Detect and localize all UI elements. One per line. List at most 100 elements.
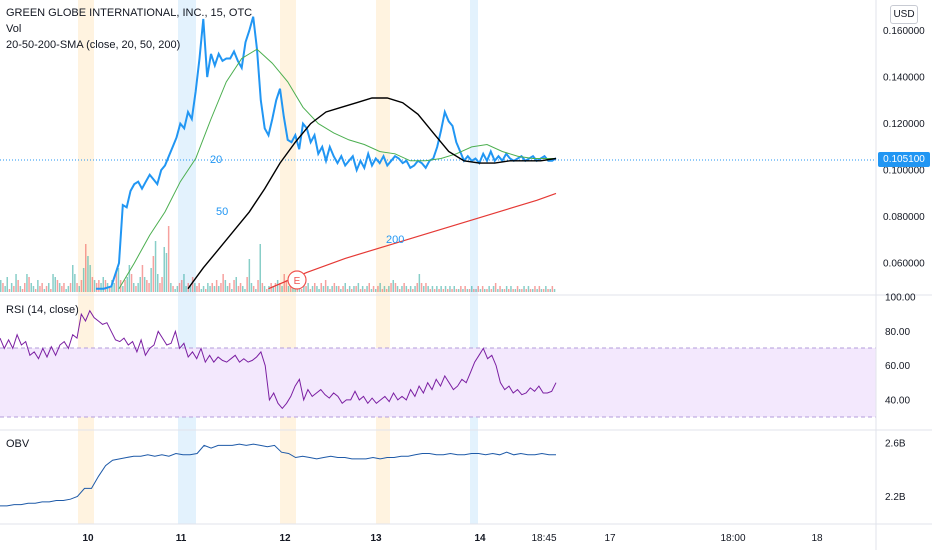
volume-bar — [453, 286, 455, 292]
volume-bar — [139, 277, 141, 292]
volume-bar — [473, 289, 475, 292]
volume-bar — [285, 280, 288, 292]
volume-bar — [113, 283, 115, 292]
volume-bar — [364, 289, 366, 292]
price-axis-tick: 0.140000 — [883, 73, 925, 84]
volume-bar — [416, 283, 418, 292]
volume-bar — [235, 277, 237, 292]
volume-bar — [255, 289, 257, 292]
volume-bar — [414, 286, 416, 292]
sma-legend[interactable]: 20-50-200-SMA (close, 20, 50, 200) — [6, 39, 181, 51]
volume-bar — [37, 280, 39, 292]
time-axis-tick: 11 — [176, 533, 187, 544]
volume-bar — [257, 280, 259, 292]
volume-bar — [61, 286, 63, 292]
volume-bar — [176, 286, 179, 292]
volume-bar — [342, 286, 344, 292]
session-highlight — [376, 0, 390, 524]
session-highlights — [78, 0, 478, 524]
earnings-marker[interactable]: E — [287, 270, 307, 290]
volume-bar — [375, 289, 377, 292]
volume-bar — [396, 286, 399, 292]
volume-bar — [433, 289, 436, 292]
volume-bar — [440, 286, 442, 292]
volume-bar — [266, 289, 268, 292]
volume-bar — [198, 283, 200, 292]
volume-bar — [91, 277, 94, 292]
volume-bar — [126, 277, 128, 292]
volume-bar — [261, 283, 264, 292]
volume-bar — [521, 289, 523, 292]
volume-bar — [191, 277, 194, 292]
sma20-label: 20 — [210, 154, 222, 166]
session-highlight — [470, 0, 478, 524]
volume-bar — [366, 286, 368, 292]
volume-bar — [115, 271, 118, 292]
rsi-axis-tick: 80.00 — [885, 327, 910, 338]
volume-bar — [468, 289, 471, 292]
volume-bar — [87, 256, 89, 292]
volume-bar — [242, 286, 244, 292]
volume-bar — [551, 286, 554, 292]
volume-bar — [471, 286, 473, 292]
volume-bar — [532, 289, 534, 292]
volume-bar — [429, 289, 431, 292]
volume-bar — [154, 241, 157, 292]
volume-bar — [63, 283, 65, 292]
volume-bar — [475, 289, 477, 292]
volume-bar — [346, 289, 349, 292]
volume-bar — [361, 286, 364, 292]
price-series — [0, 16, 557, 507]
volume-bar — [477, 286, 479, 292]
volume-bar — [274, 283, 277, 292]
volume-bar — [516, 286, 519, 292]
volume-bar — [102, 277, 104, 292]
volume-bar — [505, 286, 508, 292]
price-axis-tick: 0.060000 — [883, 259, 925, 270]
volume-bar — [13, 286, 15, 292]
volume-bar — [133, 283, 135, 292]
volume-bar — [122, 286, 124, 292]
volume-bar — [281, 286, 283, 292]
volume-bar — [45, 286, 48, 292]
volume-bar — [250, 283, 253, 292]
currency-button[interactable]: USD — [890, 5, 918, 24]
volume-bar — [172, 286, 174, 292]
obv-line — [0, 443, 556, 507]
volume-bar — [21, 289, 24, 292]
volume-bar — [4, 286, 6, 292]
volume-bar — [316, 286, 318, 292]
volume-bar — [314, 283, 316, 292]
volume-bar — [239, 283, 242, 292]
time-axis-tick: 17 — [604, 533, 616, 544]
volume-bar — [165, 253, 168, 292]
rsi-legend[interactable]: RSI (14, close) — [6, 304, 79, 316]
volume-bar — [95, 283, 98, 292]
volume-bar — [307, 283, 309, 292]
volume-bar — [436, 286, 438, 292]
volume-bar — [80, 280, 83, 292]
volume-bar — [484, 289, 486, 292]
volume-bar — [43, 289, 46, 292]
volume-bar — [159, 283, 161, 292]
obv-legend[interactable]: OBV — [6, 438, 30, 450]
volume-bar — [486, 289, 488, 292]
symbol-title[interactable]: GREEN GLOBE INTERNATIONAL, INC., 15, OTC — [6, 7, 253, 19]
volume-bar — [205, 289, 207, 292]
volume-bar — [538, 286, 541, 292]
volume-bar — [340, 289, 342, 292]
sma50-label: 50 — [216, 206, 228, 218]
volume-bar — [30, 283, 32, 292]
volume-bar — [534, 286, 536, 292]
volume-bar — [553, 289, 556, 292]
rsi-line — [0, 309, 557, 410]
volume-bar — [372, 286, 375, 292]
volume-bar — [305, 286, 307, 292]
volume-bar — [244, 289, 246, 292]
volume-bar — [209, 286, 211, 292]
obv-axis-tick: 2.6B — [885, 438, 906, 449]
vol-legend[interactable]: Vol — [6, 23, 22, 35]
volume-bar — [401, 286, 403, 292]
sma50-line — [187, 97, 557, 290]
